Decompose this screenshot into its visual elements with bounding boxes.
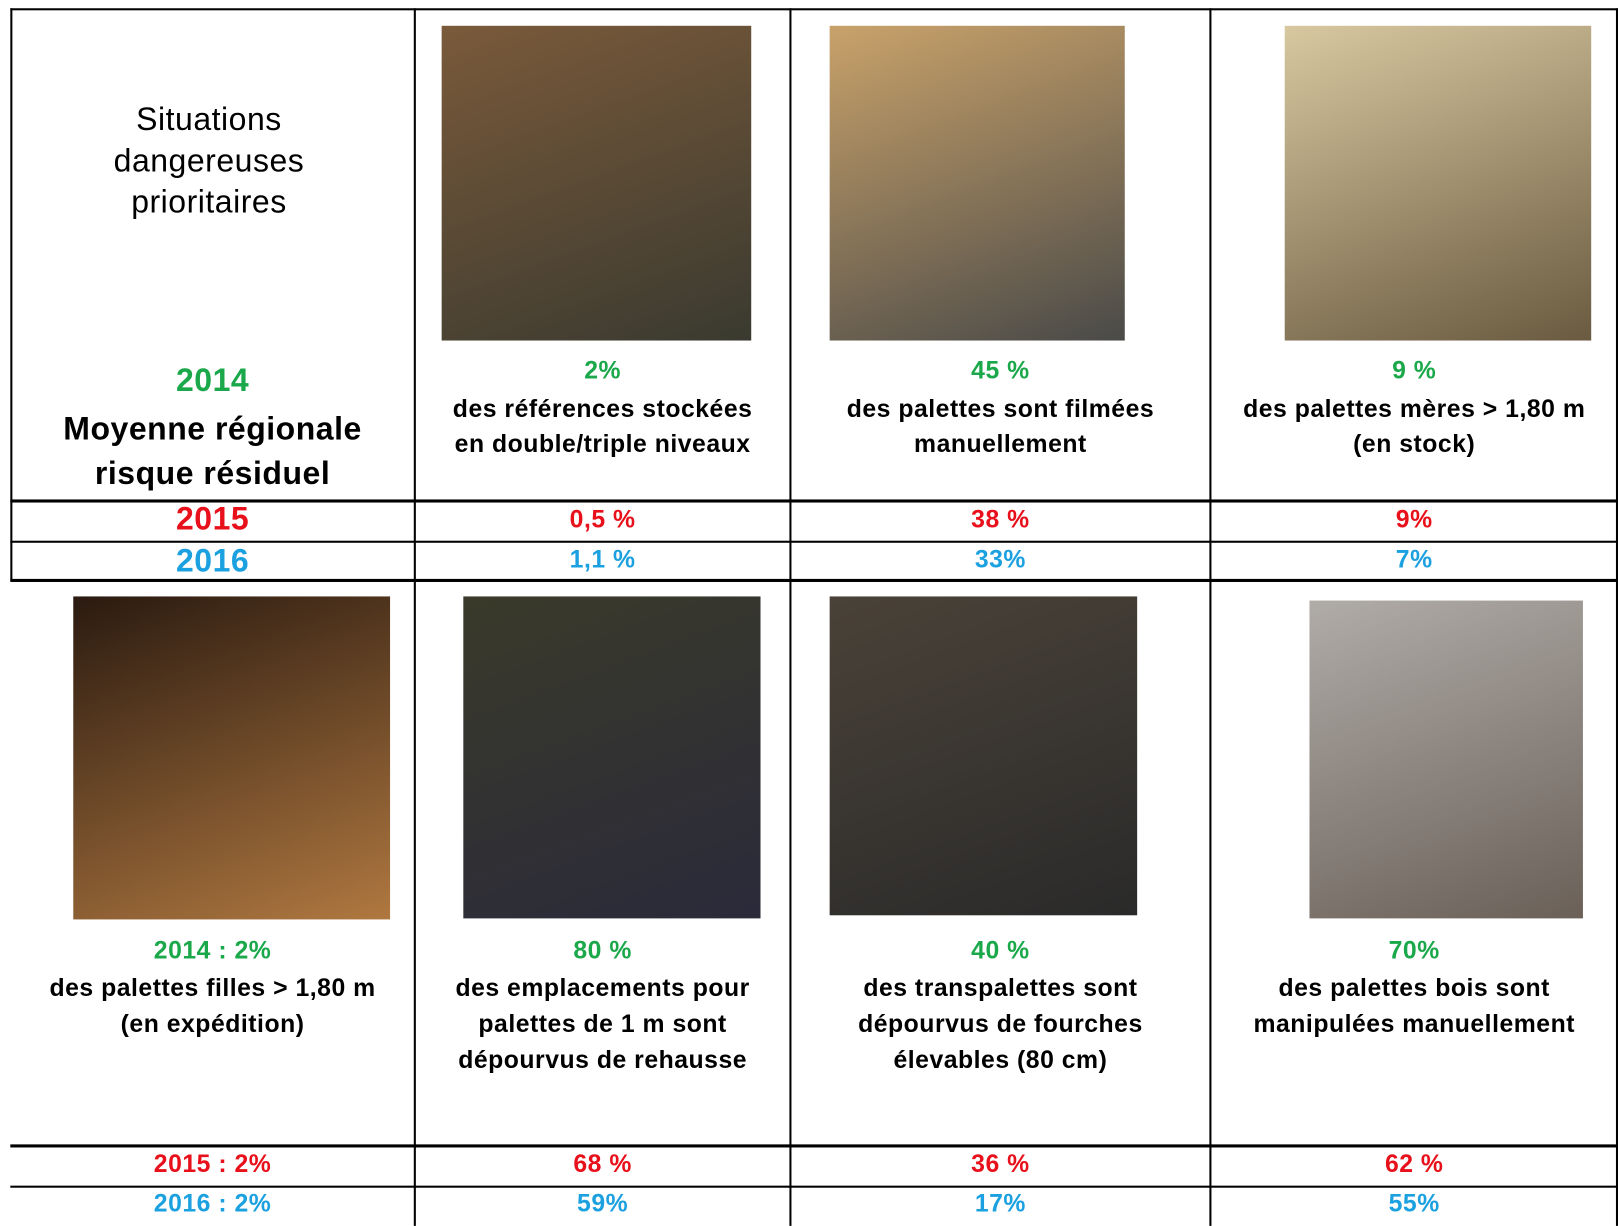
rule	[414, 8, 416, 1226]
description: des palettes sont filmées manuellement	[816, 392, 1184, 462]
percentage-2016: 7%	[1210, 543, 1618, 578]
percentage-2016: 59%	[415, 1187, 791, 1222]
photo	[463, 596, 760, 918]
percentage-2016: 1,1 %	[415, 543, 791, 578]
percentage-2015: 2015 : 2%	[10, 1147, 415, 1182]
year-2016: 2016	[10, 544, 415, 581]
percentage-2014: 45 %	[790, 354, 1210, 389]
description: des emplacements pour palettes de 1 m so…	[441, 970, 765, 1078]
description: des palettes mères > 1,80 m (en stock)	[1236, 392, 1592, 462]
rule	[10, 8, 1618, 10]
percentage-2015: 0,5 %	[415, 503, 791, 538]
percentage-2015: 9%	[1210, 503, 1618, 538]
photo	[1309, 601, 1582, 919]
percentage-2014: 2014 : 2%	[10, 934, 415, 969]
photo	[442, 26, 752, 341]
percentage-2015: 62 %	[1210, 1147, 1618, 1182]
percentage-2014: 40 %	[790, 934, 1210, 969]
percentage-2015: 68 %	[415, 1147, 791, 1182]
photo	[830, 26, 1125, 341]
rule	[10, 8, 12, 581]
photo	[1285, 26, 1591, 341]
percentage-2015: 38 %	[790, 503, 1210, 538]
percentage-2014: 70%	[1210, 934, 1618, 969]
description: des références stockées en double/triple…	[441, 392, 765, 462]
percentage-2014: 9 %	[1210, 354, 1618, 389]
percentage-2014: 80 %	[415, 934, 791, 969]
rule	[1209, 8, 1211, 1226]
subtitle: Moyenne régionale risque résiduel	[31, 407, 394, 496]
photo	[830, 596, 1138, 915]
percentage-2015: 36 %	[790, 1147, 1210, 1182]
year-2014: 2014	[10, 363, 415, 398]
description: des transpalettes sont dépourvus de four…	[816, 970, 1184, 1078]
table: Situations dangereuses prioritaires 2014…	[0, 0, 1618, 1218]
rule	[789, 8, 791, 1226]
title: Situations dangereuses prioritaires	[83, 99, 336, 223]
percentage-2016: 33%	[790, 543, 1210, 578]
page: Situations dangereuses prioritaires 2014…	[0, 0, 1618, 1218]
description: des palettes filles > 1,80 m (en expédit…	[36, 970, 389, 1042]
photo	[73, 596, 390, 919]
percentage-2016: 17%	[790, 1187, 1210, 1222]
description: des palettes bois sont manipulées manuel…	[1236, 970, 1592, 1042]
percentage-2016: 55%	[1210, 1187, 1618, 1222]
year-2015: 2015	[10, 502, 415, 537]
percentage-2016: 2016 : 2%	[10, 1187, 415, 1222]
percentage-2014: 2%	[415, 354, 791, 389]
